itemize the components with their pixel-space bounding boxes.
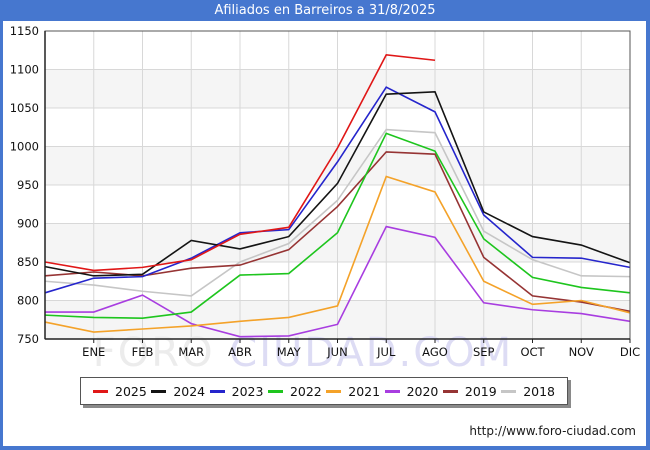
y-tick-label: 1050: [10, 101, 39, 115]
legend-dash-icon: [384, 389, 400, 393]
legend-label: 2018: [523, 383, 555, 399]
chart-legend: 2025 2024 2023 2022 2021 2020 2019 2018: [80, 377, 568, 405]
legend-item-2024: 2024: [151, 384, 205, 399]
legend-dash-icon: [209, 389, 225, 393]
y-tick-label: 950: [17, 178, 39, 192]
x-tick-label: JUL: [376, 345, 396, 359]
series-line-2025: [44, 54, 436, 272]
legend-item-2018: 2018: [501, 384, 555, 399]
legend-item-2021: 2021: [326, 384, 380, 399]
x-tick-label: OCT: [520, 345, 545, 359]
chart-area: FORO CIUDAD.COM 1150 1100 1050 1000 950 900 850…: [3, 21, 646, 446]
x-tick-label: DIC: [620, 345, 640, 359]
legend-item-2019: 2019: [442, 383, 497, 399]
legend-label: 2019: [464, 383, 497, 399]
legend-label: 2025: [115, 383, 147, 399]
x-tick-label: ABR: [228, 345, 252, 359]
y-tick-label: 750: [17, 332, 39, 346]
legend-label: 2023: [231, 383, 264, 399]
series-line-2021: [44, 175, 631, 333]
y-tick-label: 850: [17, 255, 39, 269]
legend-item-2020: 2020: [384, 383, 439, 399]
y-tick-label: 1100: [10, 63, 39, 77]
x-tick-label: MAY: [277, 345, 302, 359]
legend-label: 2020: [406, 383, 439, 399]
y-tick-label: 900: [17, 217, 39, 231]
watermark: FORO CIUDAD.COM: [93, 330, 513, 376]
legend-dash-icon: [326, 389, 342, 393]
x-tick-label: NOV: [569, 345, 594, 359]
x-tick-label: ENE: [82, 345, 105, 359]
x-tick-label: JUN: [326, 345, 347, 359]
y-tick-label: 1150: [10, 24, 39, 38]
legend-dash-icon: [267, 389, 283, 393]
y-tick-label: 1000: [10, 140, 39, 154]
series-line-2020: [45, 225, 631, 338]
x-tick-label: SEP: [473, 345, 495, 359]
x-tick-label: AGO: [422, 345, 448, 359]
legend-item-2025: 2025: [93, 384, 147, 399]
x-tick-label: MAR: [178, 345, 204, 359]
line-chart: FORO CIUDAD.COM 1150 1100 1050 1000 950 900 850…: [10, 24, 640, 376]
chart-title: Afiliados en Barreiros a 31/8/2025: [214, 3, 436, 18]
series-line-2022: [44, 132, 631, 320]
legend-label: 2022: [289, 383, 322, 399]
series-line-2023: [44, 86, 631, 294]
legend-item-2023: 2023: [209, 383, 264, 399]
legend-label: 2024: [173, 383, 206, 399]
x-tick-label: FEB: [132, 345, 154, 359]
series-line-2018: [44, 128, 631, 297]
legend-item-2022: 2022: [267, 383, 322, 399]
site-url-link[interactable]: http://www.foro-ciudad.com: [469, 424, 636, 438]
legend-label: 2021: [348, 383, 381, 399]
legend-dash-icon: [501, 389, 517, 393]
legend-dash-icon: [151, 389, 167, 393]
series-line-2024: [44, 91, 631, 277]
legend-dash-icon: [442, 389, 458, 393]
y-tick-label: 800: [17, 294, 39, 308]
legend-dash-icon: [93, 389, 108, 393]
